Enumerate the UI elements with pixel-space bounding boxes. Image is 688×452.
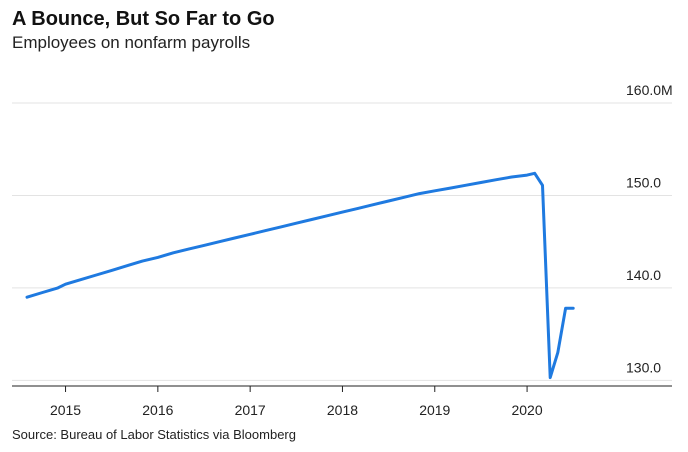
- y-tick-label: 130.0: [626, 359, 661, 375]
- grid-layer: [12, 102, 672, 381]
- x-tick-label: 2017: [235, 402, 266, 418]
- chart-subtitle: Employees on nonfarm payrolls: [12, 33, 251, 52]
- x-tick-label: 2019: [419, 402, 450, 418]
- series-line: [25, 171, 575, 380]
- x-tick-label: 2015: [50, 402, 81, 418]
- series-layer: [25, 171, 575, 380]
- x-tick-label: 2018: [327, 402, 358, 418]
- source-note: Source: Bureau of Labor Statistics via B…: [12, 427, 296, 442]
- x-tick-label: 2016: [142, 402, 173, 418]
- y-tick-label: 160.0M: [626, 82, 673, 98]
- y-tick-label: 150.0: [626, 174, 661, 190]
- x-tick-label: 2020: [511, 402, 542, 418]
- axis-layer: 160.0M 150.0 140.0 130.0 2015 2016 2017 2018 201…: [12, 82, 673, 418]
- y-tick-label: 140.0: [626, 267, 661, 283]
- chart-title: A Bounce, But So Far to Go: [12, 8, 275, 30]
